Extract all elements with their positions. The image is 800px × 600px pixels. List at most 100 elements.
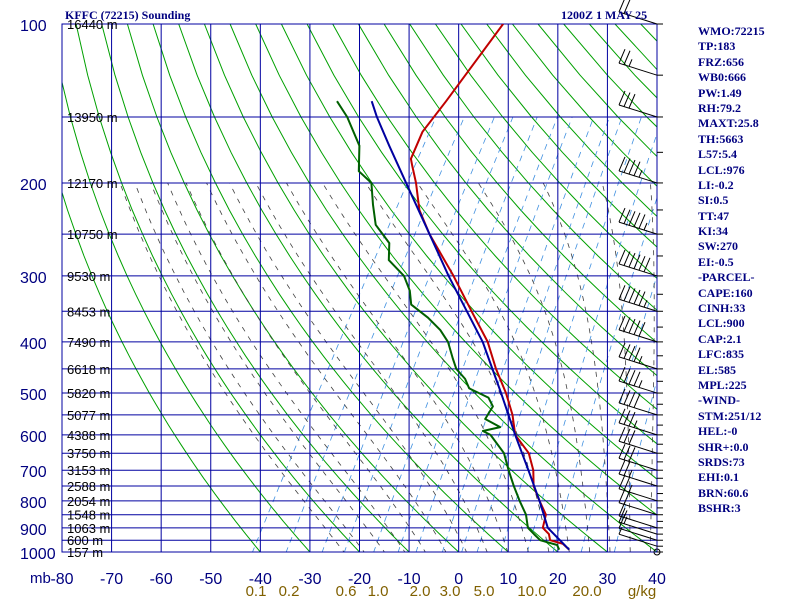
dry-adiabat-line bbox=[280, 24, 657, 480]
wind-barb-flag bbox=[623, 158, 631, 173]
wind-barb-staff bbox=[618, 473, 658, 487]
mixing-ratio-label: 0.2 bbox=[279, 583, 300, 600]
dry-adiabat-line bbox=[62, 190, 261, 552]
wind-barb-flag bbox=[633, 393, 641, 408]
wind-barb-half-flag bbox=[638, 356, 643, 364]
moist-adiabat-line bbox=[255, 182, 488, 552]
mixing-ratio-label: 20.0 bbox=[572, 583, 601, 600]
wind-barb-flag bbox=[618, 488, 626, 503]
pressure-tick-label: 1000 bbox=[20, 546, 56, 563]
index-item: FRZ:656 bbox=[698, 54, 744, 69]
wind-barb-half-flag bbox=[643, 299, 648, 308]
index-item: TT:47 bbox=[698, 208, 730, 223]
wind-barb-flag bbox=[633, 212, 641, 228]
parcel-line bbox=[370, 100, 570, 551]
wind-barb-flag bbox=[623, 428, 631, 443]
temperature-line bbox=[409, 24, 570, 551]
wind-barb-staff bbox=[618, 440, 658, 454]
temperature-tick-label: -70 bbox=[100, 571, 123, 588]
wind-barb-flag bbox=[623, 251, 631, 266]
grid-lines bbox=[61, 23, 658, 553]
sounding-series bbox=[336, 24, 570, 551]
wind-barb-flag bbox=[618, 408, 626, 424]
wind-barb-flag bbox=[638, 214, 646, 229]
wind-barb-flag bbox=[628, 252, 636, 268]
index-item: TH:5663 bbox=[698, 131, 744, 146]
index-item: HEL:-0 bbox=[698, 424, 738, 439]
dry-adiabat-line bbox=[152, 24, 510, 552]
chart-time-title: 1200Z 1 MAY 25 bbox=[561, 8, 647, 22]
index-item: RH:79.2 bbox=[698, 100, 741, 115]
wind-barb-flag bbox=[618, 342, 626, 358]
wind-barb-flag bbox=[643, 257, 651, 273]
height-label: 7490 m bbox=[67, 335, 110, 350]
wind-barb-flag bbox=[623, 461, 631, 476]
wind-barb-flag bbox=[618, 285, 626, 300]
wind-barb-half-flag bbox=[628, 484, 633, 493]
dry-adiabat-line bbox=[126, 24, 460, 552]
dry-adiabat-line bbox=[332, 24, 657, 410]
wind-barb-staff bbox=[618, 422, 658, 436]
wind-barb-half-flag bbox=[633, 420, 638, 428]
wind-barb-flag bbox=[633, 371, 641, 386]
index-item: EI:-0.5 bbox=[698, 254, 734, 269]
height-label: 1548 m bbox=[67, 508, 110, 523]
temperature-tick-label: -50 bbox=[199, 571, 222, 588]
moist-adiabat-line bbox=[601, 182, 631, 552]
wind-barb-staff bbox=[618, 62, 658, 76]
wind-barb-flag bbox=[618, 249, 626, 265]
dry-adiabat-line bbox=[383, 24, 657, 344]
index-item: EL:585 bbox=[698, 362, 737, 377]
height-label: 157 m bbox=[67, 545, 103, 560]
pressure-tick-label: 400 bbox=[20, 336, 47, 353]
wind-barb-half-flag bbox=[638, 170, 643, 178]
wind-barb-flag bbox=[633, 320, 641, 335]
wind-barb-flag bbox=[628, 430, 636, 445]
wind-barb-flag bbox=[633, 289, 641, 305]
mixing-ratio-label: 2.0 bbox=[410, 583, 431, 600]
mixing-ratio-label: 0.1 bbox=[246, 583, 267, 600]
moist-adiabat-line bbox=[167, 182, 406, 552]
moist-adiabat-line bbox=[417, 182, 570, 552]
wind-barbs bbox=[618, 0, 663, 556]
height-label: 6618 m bbox=[67, 362, 110, 377]
dry-adiabat-line bbox=[434, 24, 657, 280]
height-label: 2588 m bbox=[67, 479, 110, 494]
wind-barb-flag bbox=[618, 0, 625, 13]
dry-adiabat-line bbox=[460, 24, 657, 248]
wind-barb-flag bbox=[623, 0, 631, 14]
wind-barb-flag bbox=[628, 159, 636, 175]
wind-barb-flag bbox=[618, 474, 626, 490]
wind-barb-staff bbox=[618, 502, 658, 516]
index-item: -PARCEL- bbox=[698, 270, 755, 285]
mixing-ratio-label: 0.6 bbox=[336, 583, 357, 600]
temperature-tick-label: -60 bbox=[150, 571, 173, 588]
wind-barb-flag bbox=[638, 322, 646, 337]
index-item: TP:183 bbox=[698, 39, 736, 54]
wind-barb-flag bbox=[628, 318, 636, 334]
index-item: KI:34 bbox=[698, 224, 728, 239]
wind-barb-flag bbox=[618, 427, 626, 442]
height-label: 2054 m bbox=[67, 494, 110, 509]
height-label: 3750 m bbox=[67, 446, 110, 461]
wind-barb-flag bbox=[628, 93, 636, 109]
index-item: LCL:976 bbox=[698, 162, 745, 177]
wind-barb-flag bbox=[623, 368, 631, 383]
wind-barb-flag bbox=[618, 366, 626, 382]
index-item: WMO:72215 bbox=[698, 24, 765, 38]
wind-barb-flag bbox=[623, 317, 631, 332]
wind-barb-flag bbox=[638, 256, 646, 271]
wind-barb-flag bbox=[628, 288, 636, 303]
height-label: 5820 m bbox=[67, 386, 110, 401]
dry-adiabat-line bbox=[306, 24, 657, 445]
pressure-tick-label: 100 bbox=[20, 18, 47, 35]
mixing-ratio-label: 3.0 bbox=[440, 583, 461, 600]
wind-barb-half-flag bbox=[628, 59, 633, 67]
wind-barb-staff bbox=[618, 263, 658, 277]
wind-barb-flag bbox=[623, 390, 631, 405]
wind-barb-flag bbox=[618, 459, 626, 475]
moist-adiabat-line bbox=[542, 182, 611, 552]
wind-barb-flag bbox=[623, 445, 631, 460]
wind-barb-flag bbox=[628, 211, 636, 226]
